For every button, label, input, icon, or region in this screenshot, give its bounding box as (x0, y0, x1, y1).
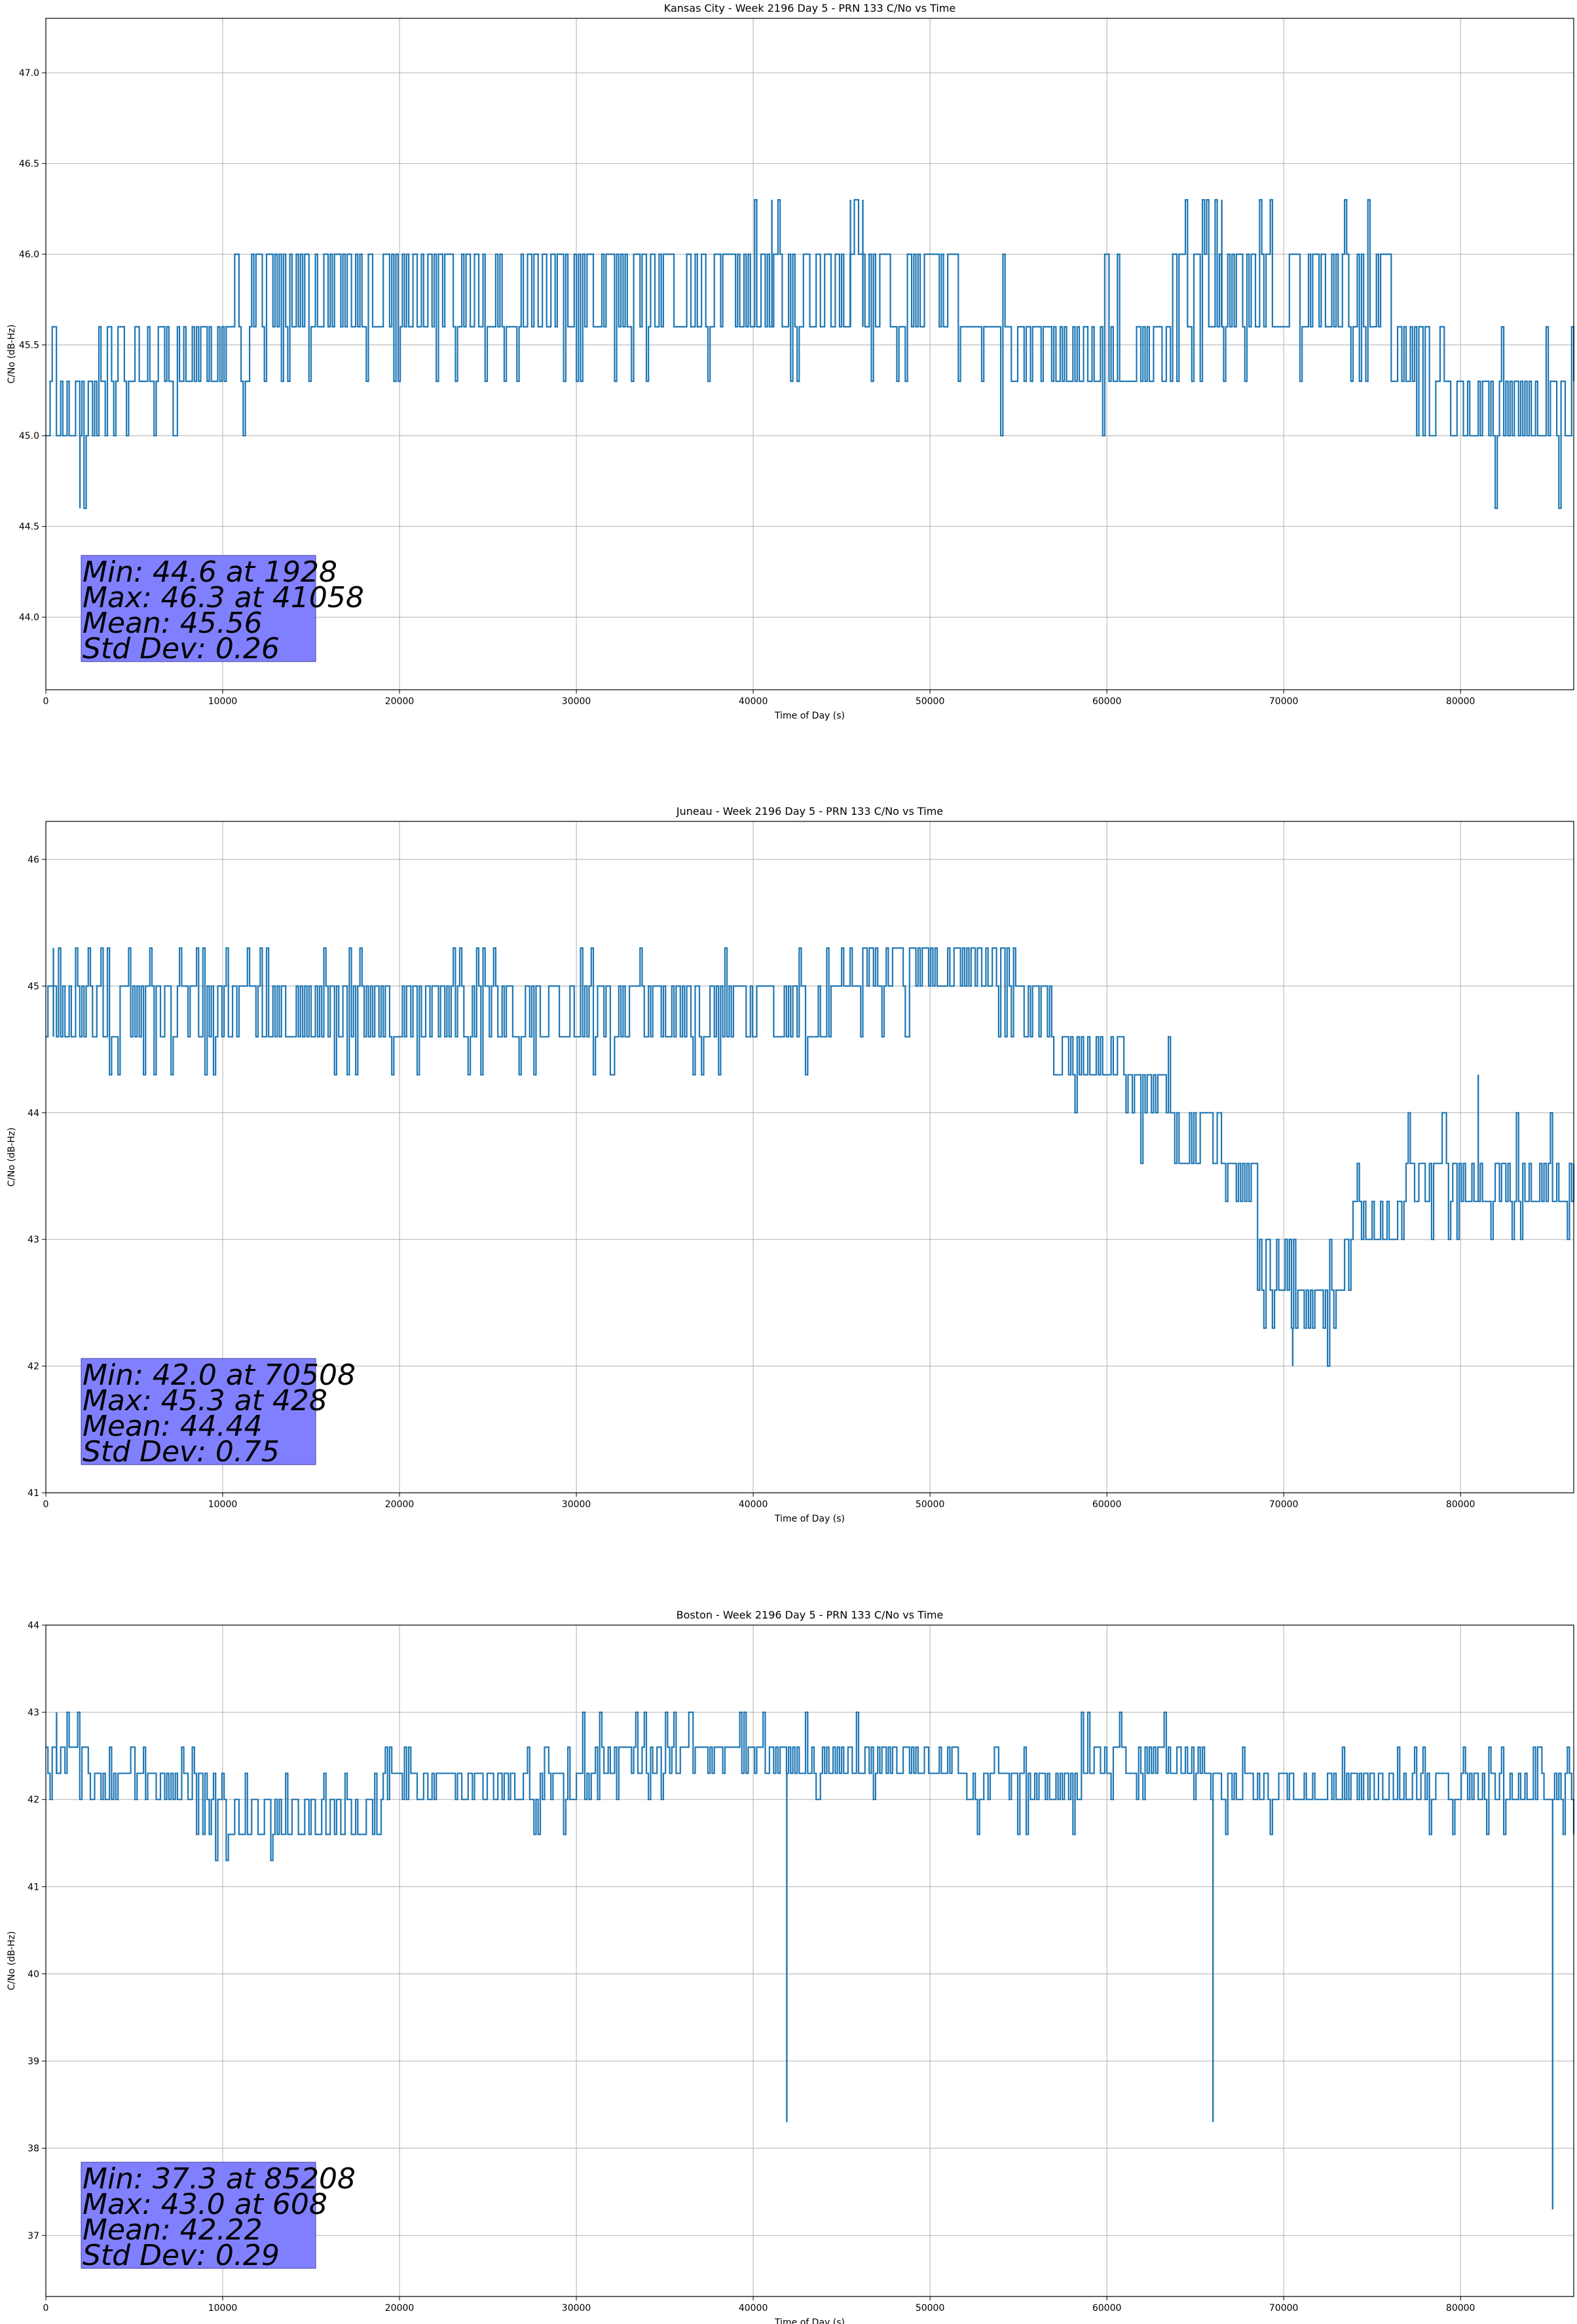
y-axis-label: C/No (dB-Hz) (7, 324, 17, 383)
x-tick-label: 30000 (562, 1499, 591, 1510)
y-tick-label: 45.0 (19, 431, 39, 441)
x-tick-label: 20000 (385, 1499, 415, 1510)
chart-title: Juneau - Week 2196 Day 5 - PRN 133 C/No … (676, 805, 943, 817)
x-tick-label: 70000 (1269, 2303, 1299, 2314)
x-tick-label: 80000 (1446, 696, 1475, 707)
x-axis-label: Time of Day (s) (774, 711, 845, 721)
x-axis-label: Time of Day (s) (774, 2317, 845, 2324)
x-tick-label: 20000 (385, 2303, 415, 2314)
stats-line-2: Max: 43.0 at 608 (83, 2188, 327, 2221)
x-tick-label: 10000 (208, 2303, 238, 2314)
chart-title: Kansas City - Week 2196 Day 5 - PRN 133 … (664, 2, 955, 14)
axes-frame (45, 821, 1574, 1493)
y-tick-label: 47.0 (19, 68, 39, 79)
y-tick-label: 46 (28, 855, 39, 865)
y-tick-label: 43 (28, 1708, 39, 1718)
y-tick-label: 45.5 (19, 341, 39, 351)
x-tick-label: 30000 (562, 2303, 591, 2314)
x-tick-label: 60000 (1092, 2303, 1122, 2314)
data-series-line (46, 947, 1575, 1367)
y-tick-label: 44.5 (19, 522, 39, 533)
y-tick-label: 39 (28, 2057, 39, 2067)
x-tick-label: 70000 (1269, 1499, 1299, 1510)
y-tick-label: 44.0 (19, 612, 39, 623)
axes-frame (45, 18, 1574, 690)
stats-line-1: Min: 37.3 at 85208 (83, 2162, 356, 2196)
x-tick-label: 50000 (916, 696, 945, 707)
stats-line-2: Max: 46.3 at 41058 (83, 581, 364, 614)
x-tick-label: 40000 (739, 1499, 768, 1510)
x-tick-label: 40000 (739, 696, 768, 707)
stats-line-2: Max: 45.3 at 428 (83, 1384, 327, 1417)
x-tick-label: 50000 (916, 1499, 945, 1510)
y-tick-label: 41 (28, 1882, 39, 1892)
x-tick-label: 60000 (1092, 696, 1122, 707)
x-tick-label: 0 (43, 2303, 49, 2314)
stats-box-background (81, 2162, 316, 2269)
x-tick-label: 80000 (1446, 1499, 1475, 1510)
x-tick-label: 0 (43, 696, 49, 707)
y-tick-label: 43 (28, 1235, 39, 1245)
y-tick-label: 38 (28, 2144, 39, 2154)
x-tick-label: 10000 (208, 696, 238, 707)
chart-panel-3: Boston - Week 2196 Day 5 - PRN 133 C/No … (7, 1609, 1575, 2324)
x-tick-label: 40000 (739, 2303, 768, 2314)
stats-line-1: Min: 42.0 at 70508 (83, 1359, 356, 1392)
y-tick-label: 42 (28, 1362, 39, 1372)
x-tick-label: 70000 (1269, 696, 1299, 707)
stats-line-4: Std Dev: 0.26 (83, 632, 280, 665)
y-tick-label: 45 (28, 981, 39, 992)
y-tick-label: 46.5 (19, 159, 39, 170)
y-axis-label: C/No (dB-Hz) (7, 1127, 17, 1186)
x-axis-label: Time of Day (s) (774, 1514, 845, 1524)
y-tick-label: 46.0 (19, 250, 39, 260)
stats-line-3: Mean: 44.44 (83, 1410, 263, 1443)
x-tick-label: 20000 (385, 696, 415, 707)
axes-frame (45, 1624, 1574, 2297)
x-tick-label: 0 (43, 1499, 49, 1510)
y-tick-label: 41 (28, 1488, 39, 1499)
x-tick-label: 10000 (208, 1499, 238, 1510)
stats-line-4: Std Dev: 0.29 (83, 2239, 280, 2272)
y-tick-label: 44 (28, 1621, 39, 1631)
stats-line-4: Std Dev: 0.75 (83, 1435, 280, 1469)
stats-line-3: Mean: 45.56 (83, 607, 263, 640)
chart-panel-2: Juneau - Week 2196 Day 5 - PRN 133 C/No … (7, 805, 1575, 1524)
chart-title: Boston - Week 2196 Day 5 - PRN 133 C/No … (677, 1609, 944, 1621)
stats-line-3: Mean: 42.22 (83, 2213, 263, 2247)
stats-line-1: Min: 44.6 at 1928 (83, 555, 337, 589)
x-tick-label: 50000 (916, 2303, 945, 2314)
x-tick-label: 30000 (562, 696, 591, 707)
y-tick-label: 44 (28, 1108, 39, 1119)
x-tick-label: 60000 (1092, 1499, 1122, 1510)
y-tick-label: 37 (28, 2231, 39, 2241)
y-tick-label: 42 (28, 1795, 39, 1805)
y-tick-label: 40 (28, 1969, 39, 1979)
stats-box-background (81, 555, 316, 662)
chart-panel-1: Kansas City - Week 2196 Day 5 - PRN 133 … (7, 2, 1575, 721)
data-series-line (46, 1712, 1575, 1862)
y-axis-label: C/No (dB-Hz) (7, 1931, 17, 1990)
x-tick-label: 80000 (1446, 2303, 1475, 2314)
data-series-line (46, 198, 1575, 510)
stats-box-background (81, 1358, 316, 1465)
